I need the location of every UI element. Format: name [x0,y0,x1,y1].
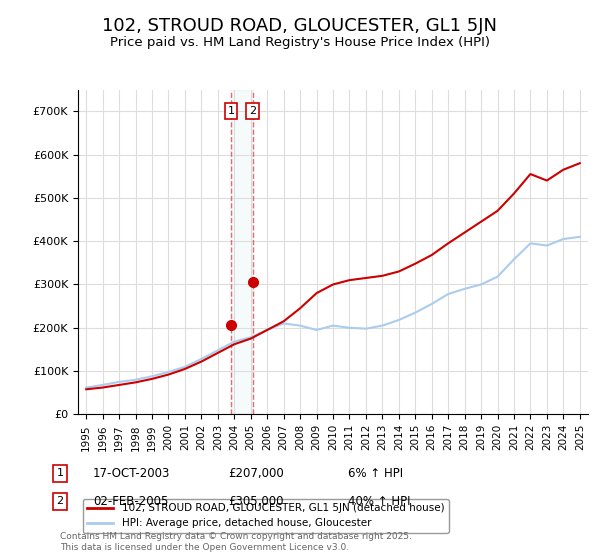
Text: 02-FEB-2005: 02-FEB-2005 [93,494,169,508]
Text: 40% ↑ HPI: 40% ↑ HPI [348,494,410,508]
Text: 2: 2 [56,496,64,506]
Legend: 102, STROUD ROAD, GLOUCESTER, GL1 5JN (detached house), HPI: Average price, deta: 102, STROUD ROAD, GLOUCESTER, GL1 5JN (d… [83,499,449,533]
Text: 2: 2 [249,106,256,116]
Text: Contains HM Land Registry data © Crown copyright and database right 2025.
This d: Contains HM Land Registry data © Crown c… [60,532,412,552]
Text: 6% ↑ HPI: 6% ↑ HPI [348,466,403,480]
Text: £207,000: £207,000 [228,466,284,480]
Text: 17-OCT-2003: 17-OCT-2003 [93,466,170,480]
Text: 102, STROUD ROAD, GLOUCESTER, GL1 5JN: 102, STROUD ROAD, GLOUCESTER, GL1 5JN [103,17,497,35]
Text: £305,000: £305,000 [228,494,284,508]
Text: Price paid vs. HM Land Registry's House Price Index (HPI): Price paid vs. HM Land Registry's House … [110,36,490,49]
Text: 1: 1 [56,468,64,478]
Bar [231,90,253,414]
Text: 1: 1 [227,106,235,116]
